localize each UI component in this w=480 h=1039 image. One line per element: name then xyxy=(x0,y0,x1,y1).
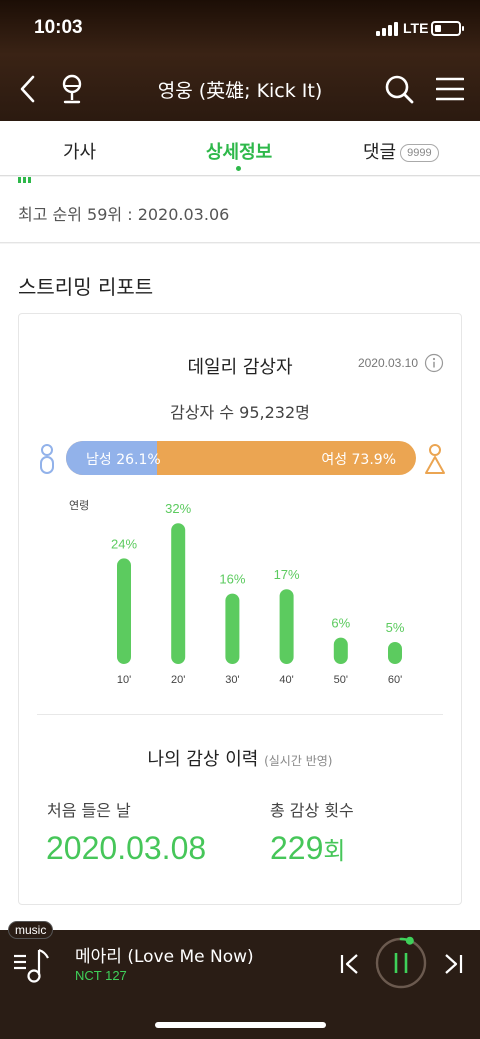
tab-comments[interactable]: 댓글 9999 xyxy=(363,138,439,164)
now-playing-artist: NCT 127 xyxy=(75,968,127,983)
daily-listeners-title: 데일리 감상자 xyxy=(187,357,293,378)
tab-lyrics[interactable]: 가사 xyxy=(63,142,97,163)
total-count-number: 229 xyxy=(270,830,324,866)
age-tick-label: 60' xyxy=(388,674,402,686)
tab-details-label: 상세정보 xyxy=(206,142,273,163)
male-icon xyxy=(40,444,54,474)
age-tick-label: 40' xyxy=(279,674,293,686)
age-bar-value: 5% xyxy=(386,620,405,635)
app-header: 10:03 LTE 영웅 (英雄; Kick It) xyxy=(0,0,480,121)
age-distribution-chart: 24% 10' 32% 20' 16% 30' 17% 40' 6% 50' 5% 60' xyxy=(111,501,405,686)
now-playing-title[interactable]: 메아리 (Love Me Now) xyxy=(75,947,254,967)
tab-comments-label: 댓글 xyxy=(363,142,397,163)
status-bar: 10:03 LTE xyxy=(0,0,480,60)
chart-info: 최고 순위 59위 : 2020.03.06 xyxy=(0,177,480,243)
music-tag: music xyxy=(8,921,54,939)
age-bar-value: 17% xyxy=(274,567,300,582)
next-track-icon[interactable] xyxy=(440,952,466,976)
female-ratio-label: 여성 73.9% xyxy=(321,452,396,468)
gender-ratio-bar: 남성 26.1% 여성 73.9% xyxy=(66,441,416,475)
report-card: 데일리 감상자 2020.03.10 감상자 수 95,232명 남성 26.1… xyxy=(18,313,462,905)
age-bar xyxy=(171,523,186,664)
age-bar xyxy=(333,637,348,664)
network-type: LTE xyxy=(403,20,429,36)
male-ratio-label: 남성 26.1% xyxy=(86,452,161,468)
age-bar xyxy=(225,593,240,664)
age-tick-label: 10' xyxy=(117,674,131,686)
my-history-title: 나의 감상 이력 (실시간 반영) xyxy=(19,745,461,771)
female-icon xyxy=(425,444,445,474)
song-title: 영웅 (英雄; Kick It) xyxy=(157,80,323,102)
menu-icon[interactable] xyxy=(436,76,464,102)
tab-bar: 가사 상세정보 댓글 9999 xyxy=(0,121,480,176)
pause-button[interactable] xyxy=(374,936,428,990)
age-bar-value: 6% xyxy=(331,616,350,631)
mini-player[interactable]: music 메아리 (Love Me Now) NCT 127 xyxy=(0,921,480,1039)
age-bar xyxy=(388,642,402,664)
signal-icon xyxy=(376,22,400,36)
peak-rank: 최고 순위 59위 : 2020.03.06 xyxy=(18,205,230,224)
total-count: 229회 xyxy=(270,830,345,867)
search-icon[interactable] xyxy=(384,74,414,104)
age-tick-label: 20' xyxy=(171,674,185,686)
listener-count: 감상자 수 95,232명 xyxy=(170,403,310,422)
karaoke-mic-icon[interactable] xyxy=(58,73,86,105)
nav-bar: 영웅 (英雄; Kick It) xyxy=(0,62,480,116)
age-tick-label: 30' xyxy=(225,674,239,686)
total-count-unit: 회 xyxy=(323,837,346,865)
detail-content[interactable]: 최고 순위 59위 : 2020.03.06 스트리밍 리포트 데일리 감상자 … xyxy=(0,177,480,930)
total-count-label: 총 감상 횟수 xyxy=(270,801,354,820)
active-tab-indicator xyxy=(236,166,241,171)
playlist-icon[interactable] xyxy=(12,944,52,984)
age-bar-value: 16% xyxy=(219,572,245,587)
first-listen-label: 처음 들은 날 xyxy=(47,801,131,820)
age-tick-label: 50' xyxy=(334,674,348,686)
chart-bars-icon xyxy=(18,177,36,183)
age-bar-value: 32% xyxy=(165,501,191,516)
first-listen-date: 2020.03.08 xyxy=(46,830,207,866)
my-history-subtitle: (실시간 반영) xyxy=(264,754,333,768)
rank-line-clipped xyxy=(18,177,42,187)
age-axis-label: 연령 xyxy=(69,499,90,512)
status-time: 10:03 xyxy=(34,17,83,38)
streaming-report-section: 스트리밍 리포트 데일리 감상자 2020.03.10 감상자 수 95,232… xyxy=(0,244,480,930)
male-ratio-fill xyxy=(66,441,158,475)
my-history-heading: 나의 감상 이력 xyxy=(147,749,259,770)
battery-icon xyxy=(431,21,464,36)
comment-count-badge: 9999 xyxy=(400,144,439,162)
section-title: 스트리밍 리포트 xyxy=(18,275,154,299)
info-icon[interactable] xyxy=(424,353,444,373)
home-indicator xyxy=(155,1022,326,1028)
back-arrow-icon[interactable] xyxy=(16,74,40,104)
age-bar xyxy=(117,558,131,664)
report-date: 2020.03.10 xyxy=(357,356,418,370)
previous-track-icon[interactable] xyxy=(337,952,363,976)
age-bar xyxy=(279,589,294,664)
divider xyxy=(37,714,443,715)
tab-details[interactable]: 상세정보 xyxy=(206,138,273,171)
age-bar-value: 24% xyxy=(111,536,137,551)
